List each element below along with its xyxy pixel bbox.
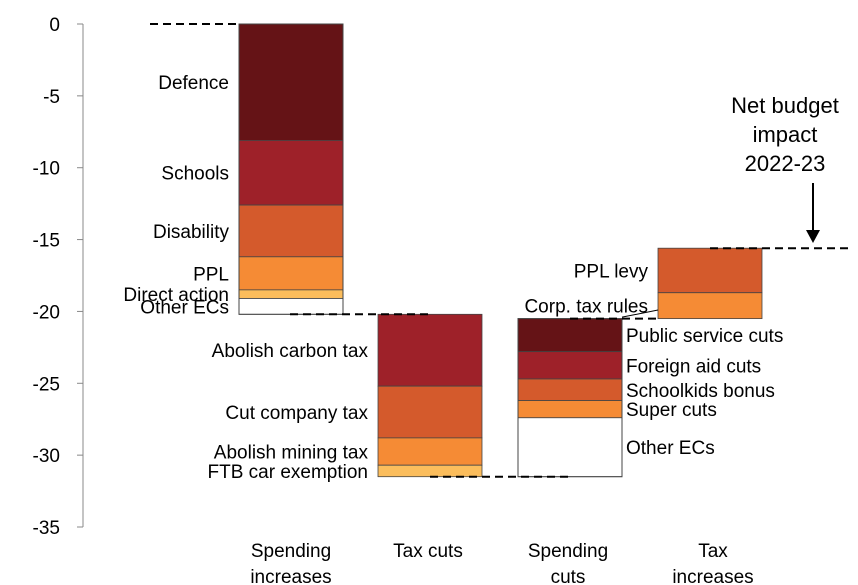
segment-label: Super cuts	[626, 400, 717, 421]
category-label: cuts	[551, 567, 586, 585]
y-tick-label: 0	[49, 15, 60, 36]
y-tick-label: -5	[43, 87, 60, 108]
bar-segment	[238, 23, 344, 141]
segment-label: Cut company tax	[225, 403, 368, 424]
bar-segment	[517, 318, 623, 353]
category-label: increases	[250, 567, 331, 585]
segment-label: Foreign aid cuts	[626, 356, 761, 377]
segment-label: Public service cuts	[626, 326, 783, 347]
bar-segment	[238, 256, 344, 291]
bar-segment	[377, 437, 483, 466]
bar-segment	[517, 378, 623, 401]
segment-label: FTB car exemption	[208, 462, 369, 483]
annotation-arrow-head	[806, 230, 820, 243]
category-label: increases	[672, 567, 753, 585]
bar-segment	[517, 400, 623, 419]
annotation-text: 2022-23	[745, 151, 826, 176]
bar-segment	[517, 417, 623, 478]
segment-label: Abolish carbon tax	[212, 341, 369, 362]
y-tick-label: -30	[33, 446, 60, 467]
y-tick-label: -20	[33, 302, 60, 323]
annotation-text: impact	[753, 122, 818, 147]
bar-segment	[517, 351, 623, 380]
segment-label: Disability	[153, 222, 230, 243]
bar-segment	[377, 464, 483, 478]
category-label: Spending	[528, 541, 608, 562]
segment-label: Other ECs	[140, 297, 229, 318]
y-tick-label: -15	[33, 231, 60, 252]
category-label: Spending	[251, 541, 331, 562]
bar-segment	[238, 289, 344, 299]
y-tick-label: -25	[33, 374, 60, 395]
y-tick-label: -10	[33, 159, 60, 180]
category-label: Tax cuts	[393, 541, 463, 562]
bar-segment	[238, 298, 344, 315]
segment-label: Defence	[158, 73, 229, 94]
segment-label: PPL levy	[574, 261, 649, 282]
segment-label: PPL	[193, 264, 229, 285]
bar-segment	[238, 204, 344, 258]
bar-segment	[657, 247, 763, 294]
segment-label: Schoolkids bonus	[626, 381, 775, 402]
segment-label: Direct action	[123, 285, 229, 306]
leader-line	[621, 309, 659, 318]
bar-segment	[657, 292, 763, 320]
bar-segment	[377, 385, 483, 439]
segment-label: Corp. tax rules	[524, 297, 648, 318]
annotation-text: Net budget	[731, 93, 839, 118]
bar-segment	[377, 313, 483, 387]
bar-segment	[238, 140, 344, 206]
y-tick-label: -35	[33, 518, 60, 539]
segment-label: Abolish mining tax	[214, 443, 369, 464]
segment-label: Other ECs	[626, 438, 715, 459]
segment-label: Schools	[161, 164, 229, 185]
category-label: Tax	[698, 541, 728, 562]
